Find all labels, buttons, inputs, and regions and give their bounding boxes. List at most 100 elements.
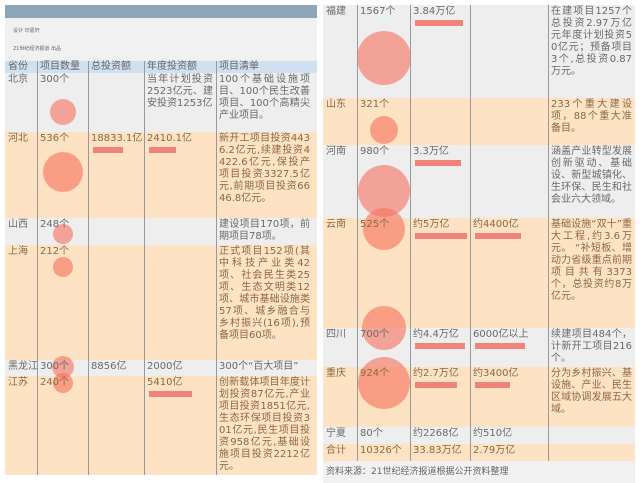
value-bar (475, 343, 525, 349)
list-cell: 续建项目484个，计新开工项目216个。 (551, 329, 632, 364)
list-cell: 分为乡村振兴、基设施、产业、民生区域协调发展五大域。 (551, 368, 632, 415)
province-cell: 北京 (8, 74, 28, 85)
list-cell: 建设项目170项，前期项目78项。 (219, 219, 310, 242)
province-cell: 上海 (8, 246, 28, 257)
total-cell: 3.3万亿 (413, 146, 449, 157)
count-bubble (52, 224, 73, 244)
value-bar (415, 382, 457, 388)
list-cell: 基础设施“双十”重大工程,约3.6万元。 “补短板、增动力省级重点前期项目共有3… (551, 219, 632, 302)
count-cell: 1567个 (360, 6, 396, 17)
count-bubble (52, 257, 73, 277)
annual-cell: 2000亿 (147, 361, 183, 372)
value-bar (415, 233, 467, 239)
count-cell: 248个 (40, 219, 70, 230)
value-bar (475, 382, 510, 388)
list-cell: 100个基础设施项目、100个民生改善项目、100个高精尖产业项目。 (219, 74, 310, 121)
column-divider (144, 61, 145, 475)
count-cell: 536个 (40, 133, 70, 144)
table-row: 河南 980个 3.3万亿 涵盖产业转型发展创新驱动、基础设、新型城镇化、生环保、民生… (323, 145, 635, 218)
column-divider (88, 61, 89, 475)
total-cell: 约4.4万亿 (413, 329, 459, 340)
column-divider (37, 61, 38, 475)
count-cell: 300个 (40, 74, 70, 85)
list-cell: 涵盖产业转型发展创新驱动、基础设、新型城镇化、生环保、民生和社会业六大领域。 (551, 146, 632, 205)
province-cell: 云南 (326, 219, 346, 230)
value-bar (93, 147, 123, 153)
column-divider (470, 5, 471, 461)
count-cell: 212个 (40, 246, 70, 257)
table-row: 北京 300个 当年计划投资2523亿元、建安投资1253亿 100个基础设施项目、1… (5, 73, 317, 132)
count-bubble (52, 373, 73, 393)
source-note: 资料来源：21世纪经济报道根据公开资料整理 (323, 461, 635, 483)
column-header: 省份 (8, 61, 28, 72)
table-row: 山东 321个 233个重大建设项，88个重大准备目。 (323, 98, 635, 145)
left-table-panel: 设计 印嘉轩 21世纪经济报道 出品 省份 项目数量 总投资额 年度投资额 项目清单 北京… (5, 5, 317, 475)
value-bar (415, 343, 465, 349)
column-header: 总投资额 (91, 61, 131, 72)
count-cell: 240个 (40, 377, 70, 388)
province-cell: 四川 (326, 329, 346, 340)
annual-cell: 当年计划投资2523亿元、建安投资1253亿 (147, 74, 213, 109)
column-header: 项目数量 (40, 61, 80, 72)
total-cell: 约2268亿 (413, 428, 459, 439)
province-cell: 重庆 (326, 368, 346, 379)
column-divider (548, 5, 549, 461)
count-cell: 980个 (360, 146, 390, 157)
count-bubble (369, 116, 398, 144)
list-cell: 在建项目1257个总投资2.97万亿元年度计划投资50亿元；预备项目3个,总投资… (551, 6, 632, 77)
annual-cell: 5410亿 (147, 377, 183, 388)
table-row: 黑龙江 300个 8856亿 2000亿 300个“百大项目” (5, 356, 317, 378)
table-row: 宁夏 80个 约2268亿 约510亿 (323, 427, 635, 444)
value-bar (415, 160, 461, 166)
right-table-panel: 资料来源：21世纪经济报道根据公开资料整理 福建 1567个 3.84万亿 在建项目1… (323, 5, 635, 483)
column-divider (410, 5, 411, 461)
province-cell: 河北 (8, 133, 28, 144)
design-credit: 设计 印嘉轩 (13, 28, 40, 34)
province-cell: 宁夏 (326, 428, 346, 439)
province-cell: 河南 (326, 146, 346, 157)
value-bar (149, 391, 192, 397)
count-cell: 321个 (360, 99, 390, 110)
count-bubble (356, 31, 411, 85)
count-cell: 525个 (360, 219, 390, 230)
annual-cell: 6000亿以上 (473, 329, 529, 340)
count-bubble (51, 356, 74, 378)
list-cell: 新开工项目投资4436.2亿元,续建投资4422.6亿元,保投产项目投资3327… (219, 133, 310, 204)
annual-cell: 约3400亿 (473, 368, 519, 379)
annual-cell: 2.79万亿 (473, 445, 516, 456)
column-divider (216, 61, 217, 475)
table-row: 上海 212个 正式项目152项(其中科技产业类42项、社会民生类25项、生态文明类… (5, 245, 317, 360)
total-cell: 约5万亿 (413, 219, 450, 230)
column-divider (357, 5, 358, 461)
province-cell: 山西 (8, 219, 28, 230)
count-cell: 924个 (360, 368, 390, 379)
count-cell: 10326个 (360, 445, 402, 456)
value-bar (149, 147, 176, 153)
list-cell: 233个重大建设项，88个重大准备目。 (551, 99, 632, 134)
count-cell: 80个 (360, 428, 383, 439)
province-cell: 合计 (326, 445, 346, 456)
annual-cell: 约510亿 (473, 428, 513, 439)
list-cell: 创新载体项目年度计划投资87亿元,产业项目投资1851亿元,生态环保项目投资30… (219, 377, 310, 472)
table-row: 河北 536个 18833.1亿 2410.1亿 新开工项目投资4436.2亿元,续建投… (5, 132, 317, 218)
table-header (5, 61, 317, 73)
table-row: 合计 10326个 33.83万亿 2.79万亿 (323, 444, 635, 461)
table-row: 江苏 240个 5410亿 创新载体项目年度计划投资87亿元,产业项目投资1851亿元… (5, 373, 317, 475)
count-cell: 700个 (360, 329, 390, 340)
publisher-credit: 21世纪经济报道 出品 (13, 46, 61, 52)
total-cell: 8856亿 (91, 361, 127, 372)
province-cell: 山东 (326, 99, 346, 110)
column-header: 项目清单 (219, 61, 259, 72)
annual-cell: 2410.1亿 (147, 133, 192, 144)
column-header: 年度投资额 (147, 61, 197, 72)
count-cell: 300个 (40, 361, 70, 372)
province-cell: 福建 (326, 6, 346, 17)
province-cell: 江苏 (8, 377, 28, 388)
value-bar (475, 233, 521, 239)
title-bar (5, 5, 317, 18)
total-cell: 约2.7万亿 (413, 368, 459, 379)
total-cell: 33.83万亿 (413, 445, 462, 456)
list-cell: 300个“百大项目” (219, 361, 299, 372)
count-bubble (49, 99, 76, 125)
table-row: 山西 248个 建设项目170项，前期项目78项。 (5, 218, 317, 245)
